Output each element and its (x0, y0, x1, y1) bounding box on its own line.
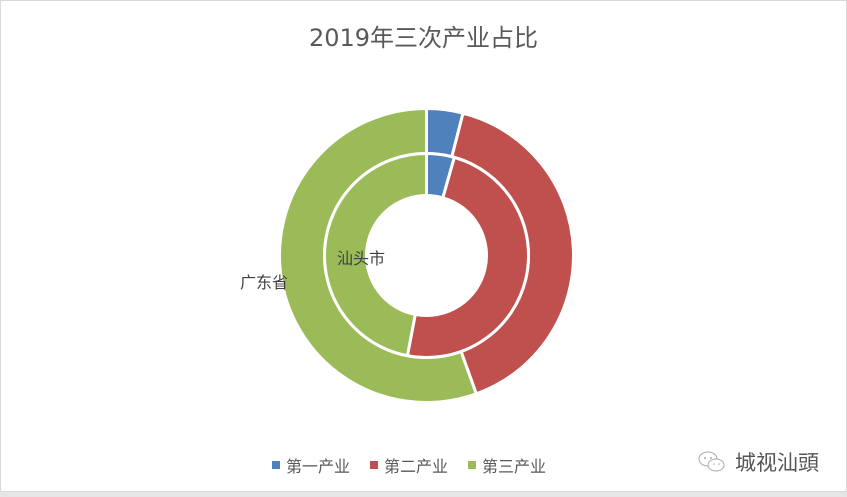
legend-item-secondary: 第二产业 (370, 453, 448, 477)
legend-swatch-icon (468, 461, 477, 469)
wechat-icon (698, 451, 725, 472)
legend: 第一产业 第二产业 第三产业 (272, 453, 546, 477)
outer-ring-label: 广东省 (240, 273, 289, 292)
legend-swatch-icon (370, 461, 379, 469)
bottom-strip (0, 492, 847, 497)
legend-label: 第一产业 (286, 457, 351, 476)
legend-label: 第三产业 (482, 457, 547, 476)
inner-ring-label: 汕头市 (337, 249, 386, 268)
legend-item-primary: 第一产业 (272, 453, 350, 477)
legend-label: 第二产业 (384, 457, 449, 476)
chart-title: 2019年三次产业占比 (308, 24, 539, 52)
inner-ring-slice (405, 155, 530, 359)
inner-ring-slice (323, 151, 428, 358)
watermark-text: 城视汕頭 (735, 451, 819, 475)
legend-item-tertiary: 第三产业 (468, 453, 546, 477)
legend-swatch-icon (272, 461, 280, 469)
watermark: 城视汕頭 (697, 447, 819, 477)
